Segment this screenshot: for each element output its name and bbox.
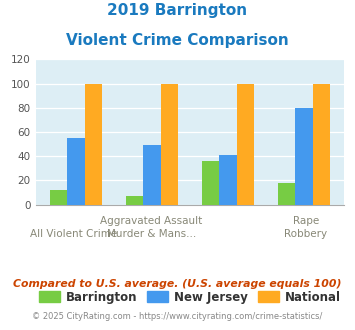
Bar [219, 155, 237, 205]
Text: Murder & Mans...: Murder & Mans... [107, 229, 196, 239]
Bar [313, 83, 330, 205]
Bar [143, 145, 160, 205]
Text: Robbery: Robbery [284, 229, 327, 239]
Bar [202, 161, 219, 205]
Legend: Barrington, New Jersey, National: Barrington, New Jersey, National [34, 286, 345, 309]
Bar [126, 196, 143, 205]
Bar [67, 138, 84, 205]
Bar [160, 83, 178, 205]
Bar [278, 183, 295, 205]
Text: © 2025 CityRating.com - https://www.cityrating.com/crime-statistics/: © 2025 CityRating.com - https://www.city… [32, 312, 323, 321]
Text: Compared to U.S. average. (U.S. average equals 100): Compared to U.S. average. (U.S. average … [13, 279, 342, 289]
Bar [84, 83, 102, 205]
Text: Violent Crime Comparison: Violent Crime Comparison [66, 33, 289, 48]
Text: 2019 Barrington: 2019 Barrington [108, 3, 247, 18]
Text: Rape: Rape [293, 216, 319, 226]
Bar [50, 190, 67, 205]
Text: All Violent Crime: All Violent Crime [31, 229, 118, 239]
Bar [295, 108, 313, 205]
Bar [237, 83, 254, 205]
Text: Aggravated Assault: Aggravated Assault [100, 216, 202, 226]
